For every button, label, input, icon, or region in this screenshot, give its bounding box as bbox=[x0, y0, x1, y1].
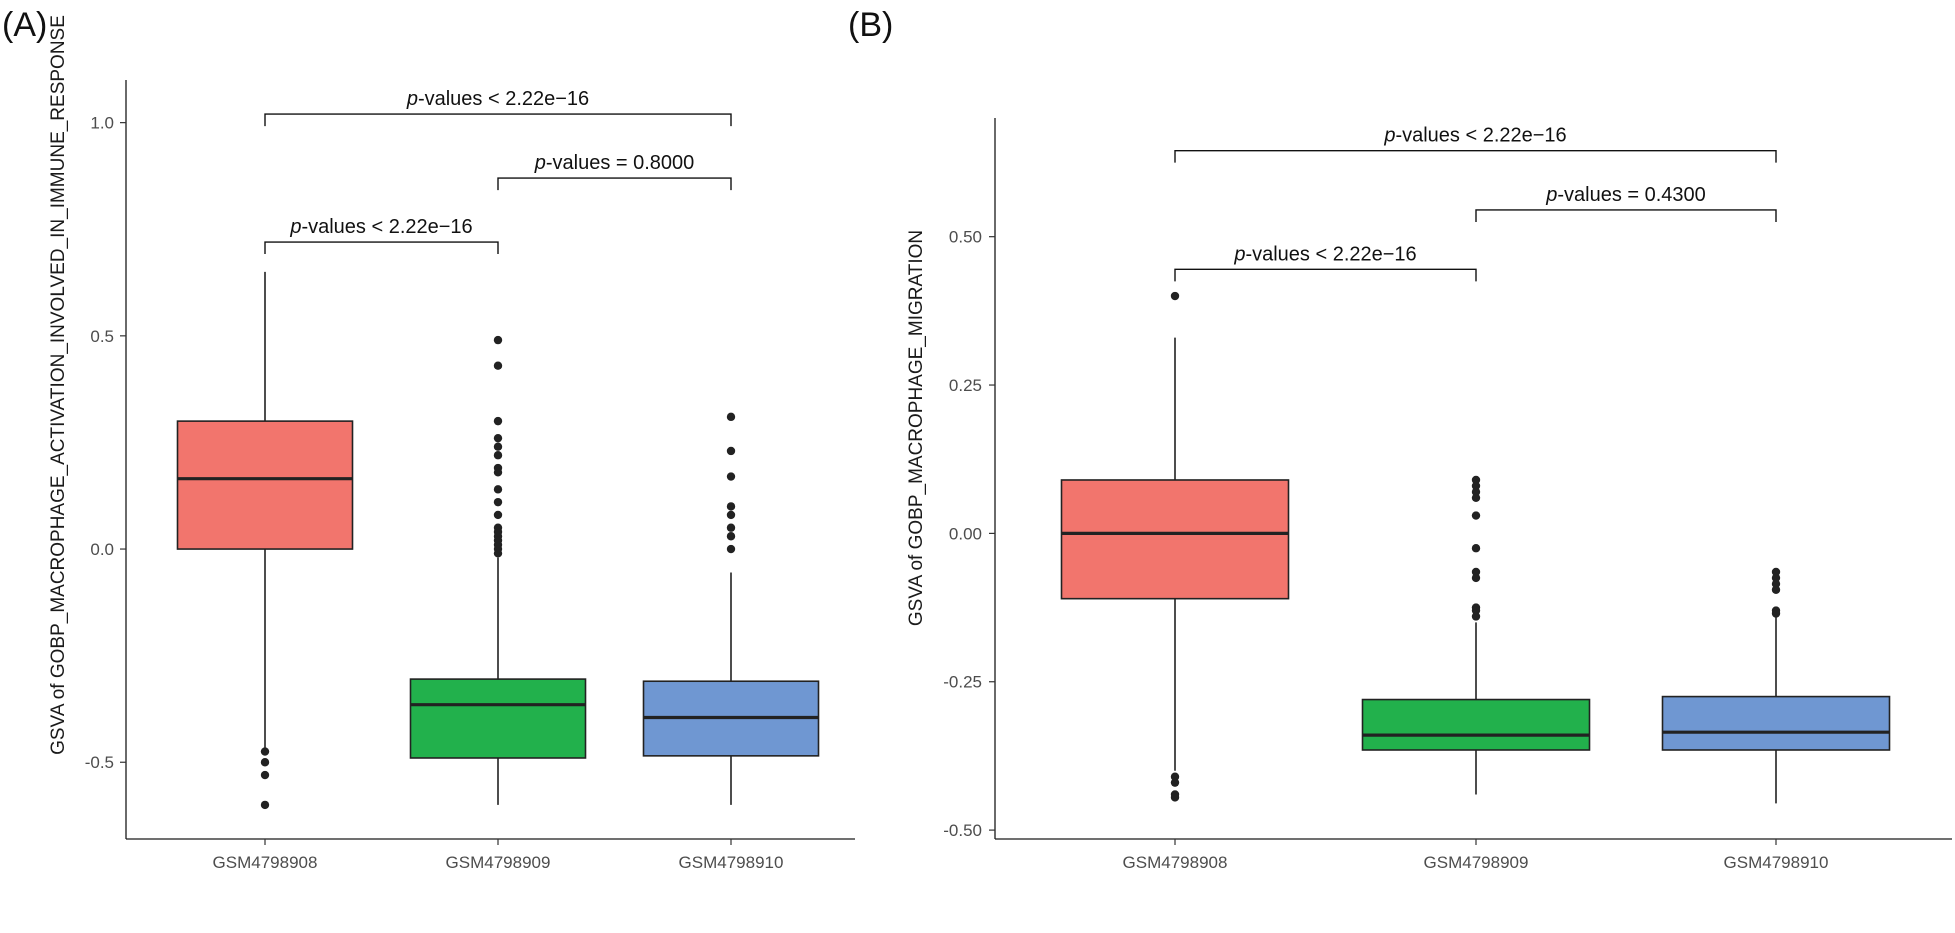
outlier-point bbox=[1771, 609, 1781, 618]
p-value-label: p-values = 0.4300 bbox=[1545, 184, 1706, 206]
comparison-bracket bbox=[264, 241, 499, 255]
y-tick-label: 0.25 bbox=[949, 376, 982, 395]
outlier-point bbox=[1771, 585, 1781, 594]
outlier-point bbox=[1471, 573, 1481, 583]
comparison-bracket bbox=[497, 177, 732, 191]
outlier-point bbox=[1170, 778, 1180, 787]
p-value-label: p-values = 0.8000 bbox=[534, 152, 695, 174]
outlier-point bbox=[726, 412, 736, 422]
box-GSM4798908 bbox=[176, 420, 354, 550]
y-axis-title-a: GSVA of GOBP_MACROPHAGE_ACTIVATION_INVOL… bbox=[48, 15, 69, 755]
comparison-bracket bbox=[264, 113, 732, 127]
outlier-point bbox=[1471, 511, 1481, 520]
x-tick-label: GSM4798908 bbox=[213, 853, 318, 872]
outlier-point bbox=[726, 544, 736, 554]
y-tick-label: -0.5 bbox=[85, 753, 114, 772]
y-axis-title-b: GSVA of GOBP_MACROPHAGE_MIGRATION bbox=[906, 230, 927, 626]
comparison-bracket bbox=[1475, 209, 1777, 222]
box-GSM4798909 bbox=[1361, 698, 1591, 751]
outlier-point bbox=[1471, 606, 1481, 615]
p-value-label: p-values < 2.22e−16 bbox=[1383, 125, 1566, 147]
outlier-point bbox=[493, 497, 503, 507]
plot-area-b: -0.50 -0.25 0.00 0.25 0.50 GSM4798908 GSM47989… bbox=[943, 118, 1952, 872]
p-value-label: p-values < 2.22e−16 bbox=[406, 88, 589, 110]
outlier-point bbox=[1471, 567, 1481, 577]
outlier-point bbox=[1771, 573, 1781, 583]
outlier-point bbox=[493, 335, 503, 345]
panel-label-a: (A) bbox=[2, 6, 47, 44]
x-tick-label: GSM4798910 bbox=[1724, 853, 1829, 872]
box-GSM4798910 bbox=[1661, 695, 1891, 751]
plot-area-a: -0.5 0.0 0.5 1.0 GSM4798908 GSM4798909 GSM4798… bbox=[85, 80, 855, 872]
panel-a: (A) GSVA of GOBP_MACROPHAGE_ACTIVATION_I… bbox=[2, 6, 855, 872]
outlier-point bbox=[726, 502, 736, 511]
comparison-bracket bbox=[1174, 268, 1477, 282]
y-tick-label: 0.5 bbox=[90, 327, 114, 346]
comparison-bracket bbox=[1174, 149, 1777, 163]
outlier-point bbox=[260, 770, 270, 780]
outlier-point bbox=[1771, 579, 1781, 589]
outlier-point bbox=[1170, 772, 1180, 781]
y-tick-label: 0.00 bbox=[949, 524, 982, 543]
y-tick-label: 0.0 bbox=[90, 540, 114, 559]
x-tick-label: GSM4798909 bbox=[1424, 853, 1529, 872]
x-tick-label: GSM4798910 bbox=[679, 853, 784, 872]
p-value-label: p-values < 2.22e−16 bbox=[289, 216, 472, 238]
outlier-point bbox=[493, 485, 503, 494]
outlier-point bbox=[1771, 567, 1781, 577]
outlier-point bbox=[260, 758, 270, 767]
x-tick-label: GSM4798909 bbox=[446, 853, 551, 872]
outlier-point bbox=[726, 510, 736, 520]
outlier-point bbox=[1471, 487, 1481, 497]
panel-label-b: (B) bbox=[848, 6, 893, 44]
outlier-point bbox=[493, 549, 503, 558]
y-tick-label: -0.50 bbox=[943, 821, 982, 840]
y-tick-label: -0.25 bbox=[943, 673, 982, 692]
outlier-point bbox=[726, 446, 736, 456]
outlier-point bbox=[493, 433, 503, 443]
outlier-point bbox=[493, 451, 503, 460]
outlier-point bbox=[1471, 612, 1481, 621]
outlier-point bbox=[726, 532, 736, 541]
y-tick-label: 1.0 bbox=[90, 114, 114, 133]
p-value-label: p-values < 2.22e−16 bbox=[1233, 243, 1416, 265]
outlier-point bbox=[260, 747, 270, 756]
outlier-point bbox=[1471, 481, 1481, 491]
outlier-point bbox=[493, 416, 503, 426]
outlier-point bbox=[1471, 544, 1481, 553]
outlier-point bbox=[726, 472, 736, 481]
outlier-point bbox=[726, 523, 736, 532]
box-GSM4798909 bbox=[409, 678, 587, 759]
outlier-point bbox=[1170, 291, 1180, 301]
y-tick-label: 0.50 bbox=[949, 228, 982, 247]
outlier-point bbox=[493, 468, 503, 477]
box-GSM4798908 bbox=[1060, 479, 1290, 600]
panel-b: (B) GSVA of GOBP_MACROPHAGE_MIGRATION -0… bbox=[848, 6, 1952, 872]
outlier-point bbox=[1471, 493, 1481, 502]
outlier-point bbox=[493, 361, 503, 370]
x-tick-label: GSM4798908 bbox=[1123, 853, 1228, 872]
outlier-point bbox=[1471, 475, 1481, 485]
outlier-point bbox=[1170, 793, 1180, 802]
outlier-point bbox=[493, 510, 503, 520]
outlier-point bbox=[493, 442, 503, 451]
outlier-point bbox=[260, 800, 270, 810]
